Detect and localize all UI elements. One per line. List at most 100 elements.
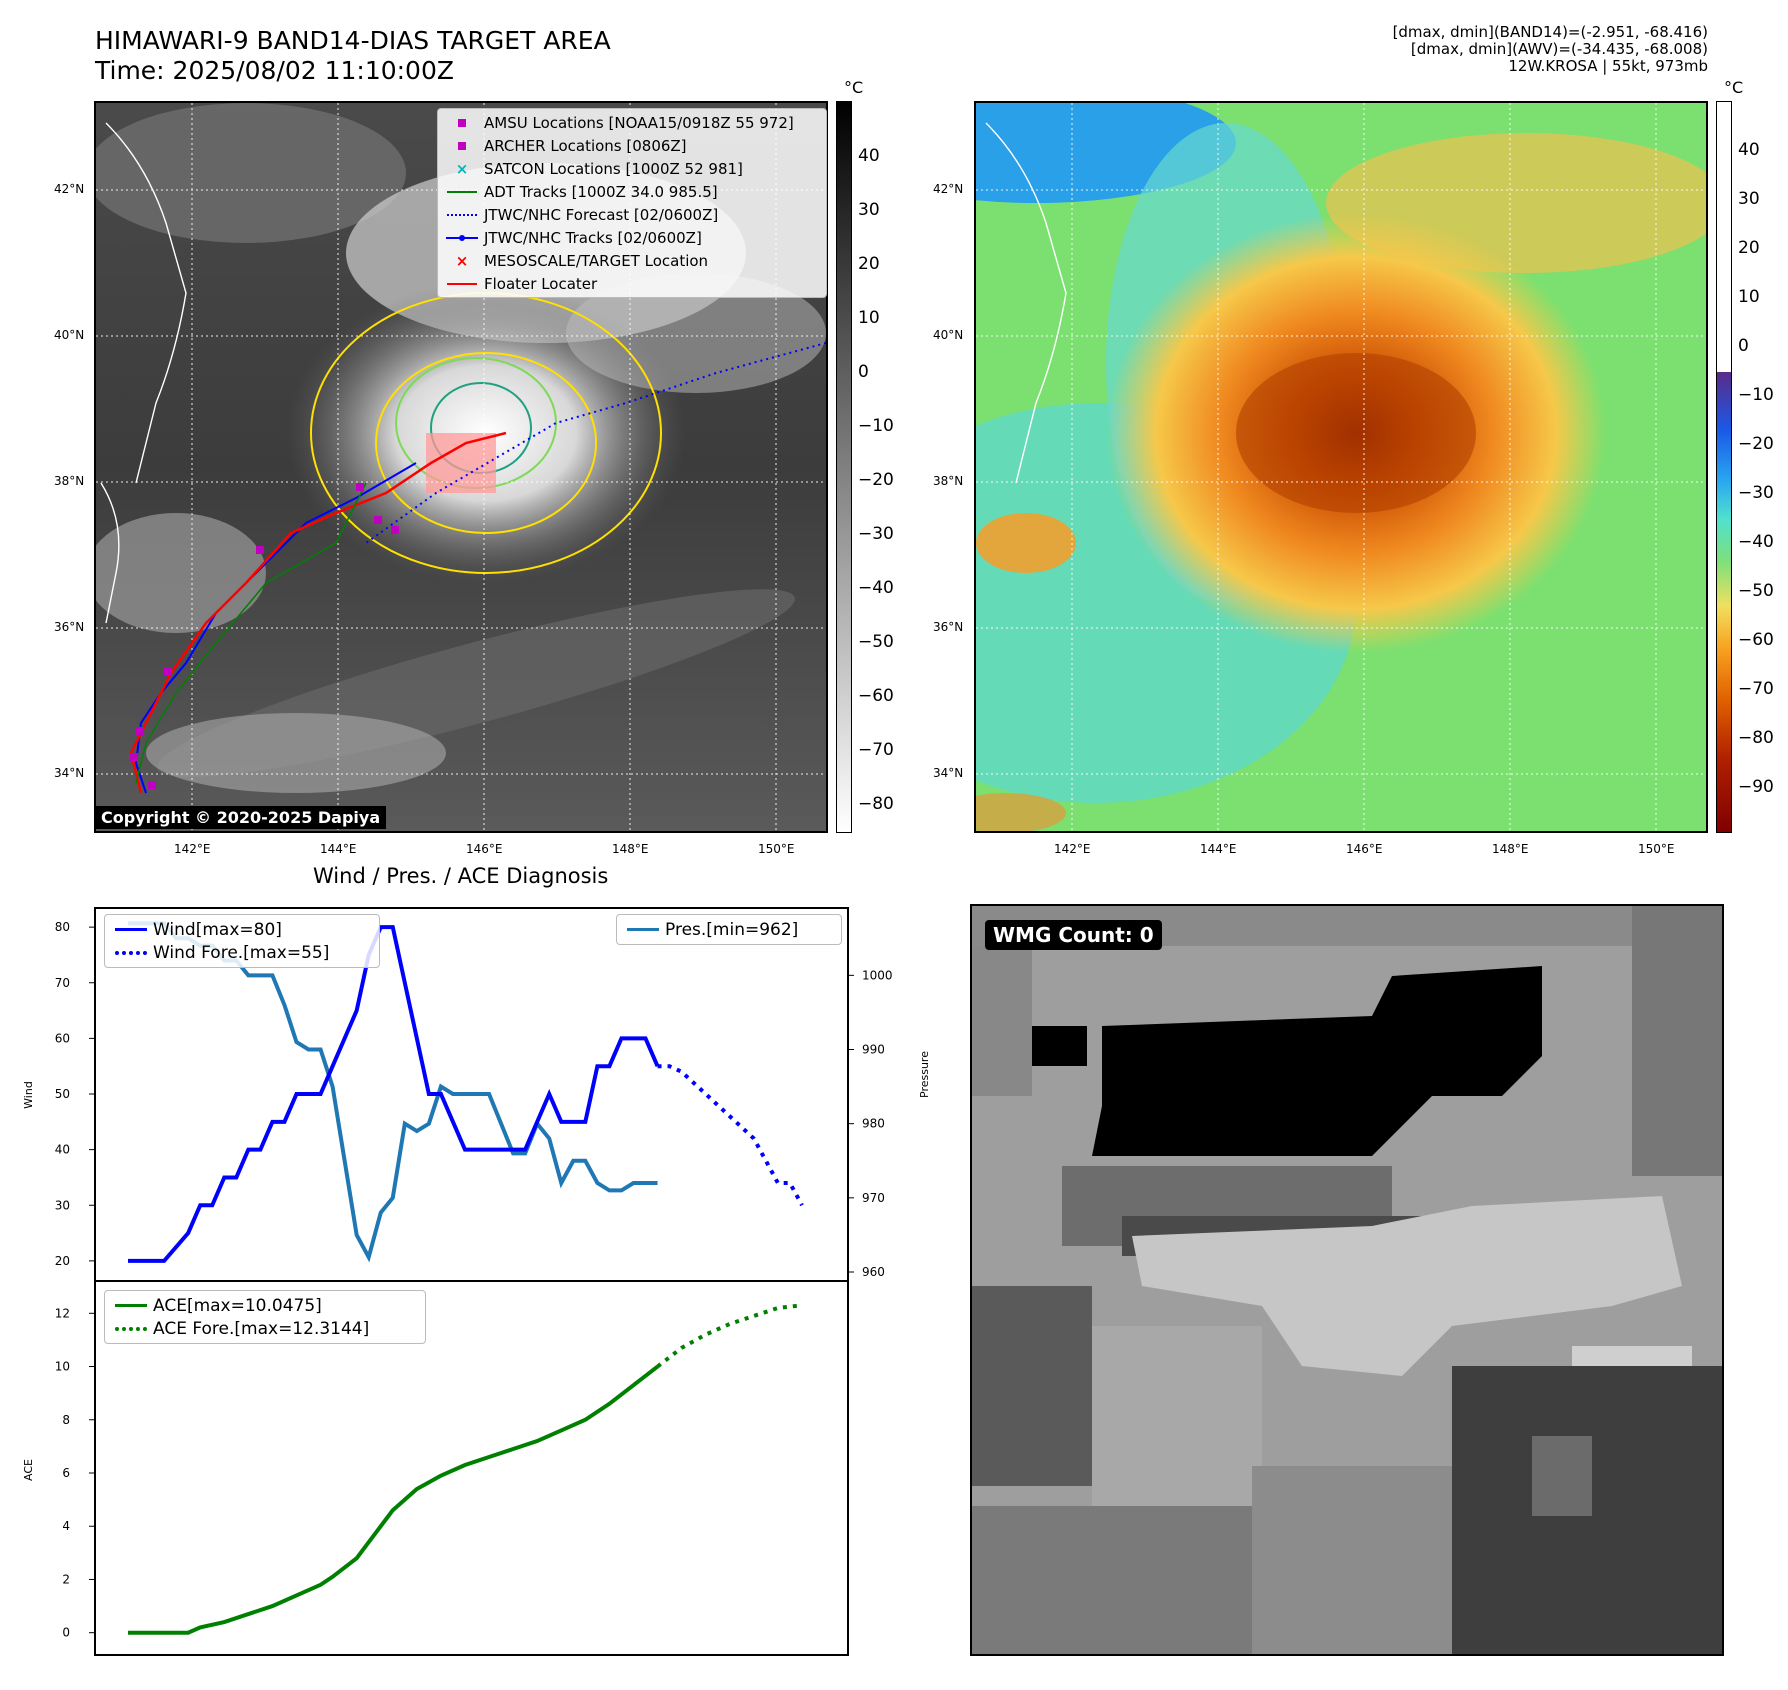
awv-map-image — [976, 103, 1706, 831]
lat-label-40-right: 40°N — [933, 328, 964, 342]
colorbar-color-tick: 30 — [1738, 189, 1760, 209]
colorbar-color-tick: −30 — [1738, 483, 1774, 503]
pressure-tick-label: 970 — [862, 1191, 885, 1205]
storm-info: [dmax, dmin](BAND14)=(-2.951, -68.416) [… — [1393, 24, 1708, 75]
square-marker-icon — [440, 118, 484, 127]
wmg-count-badge: WMG Count: 0 — [985, 920, 1162, 950]
legend-archer: ARCHER Locations [0806Z] — [440, 134, 824, 157]
colorbar-color-tick: 40 — [1738, 140, 1760, 160]
ace-line — [128, 1364, 659, 1635]
colorbar-color-tick: −40 — [1738, 532, 1774, 552]
colorbar-gray-tick: 40 — [858, 146, 880, 166]
colorbar-color-unit: °C — [1724, 78, 1744, 97]
legend-label: Floater Locater — [484, 274, 598, 293]
legend-ace-forecast: ACE Fore.[max=12.3144] — [109, 1317, 421, 1340]
colorbar-gray-tick: −20 — [858, 470, 894, 490]
legend-label: ACE[max=10.0475] — [153, 1295, 322, 1316]
legend-label: JTWC/NHC Forecast [02/0600Z] — [484, 205, 719, 224]
lon-label-148-right: 148°E — [1492, 842, 1529, 856]
diagnosis-title: Wind / Pres. / ACE Diagnosis — [313, 864, 609, 888]
lat-label-38-right: 38°N — [933, 474, 964, 488]
colorbar-gray-tick: 30 — [858, 200, 880, 220]
wind-tick-label: 40 — [55, 1143, 70, 1157]
legend-floater: Floater Locater — [440, 272, 824, 295]
dotted-line-icon — [109, 950, 153, 955]
colorbar-color-tick: −50 — [1738, 581, 1774, 601]
diagnosis-chart: 20 30 40 50 60 70 80 960 970 980 990 1000 0 2 4 6 8 10 12… — [22, 907, 893, 1656]
awv-color-map — [974, 101, 1708, 833]
ace-tick-label: 0 — [62, 1626, 70, 1640]
colorbar-grayscale — [836, 101, 852, 833]
colorbar-awv — [1716, 101, 1732, 833]
pressure-legend: Pres.[min=962] — [616, 914, 842, 945]
legend-amsu: AMSU Locations [NOAA15/0918Z 55 972] — [440, 111, 824, 134]
pressure-tick-label: 990 — [862, 1043, 885, 1057]
x-marker-icon: × — [455, 251, 469, 270]
colorbar-color-tick: −60 — [1738, 630, 1774, 650]
lon-label-150-right: 150°E — [1638, 842, 1675, 856]
wmg-image — [972, 906, 1722, 1654]
title-line-2: Time: 2025/08/02 11:10:00Z — [95, 56, 454, 85]
legend-label: Wind Fore.[max=55] — [153, 942, 330, 963]
ace-tick-label: 8 — [62, 1413, 70, 1427]
wind-tick-label: 30 — [55, 1198, 70, 1212]
colorbar-gray-tick: −50 — [858, 632, 894, 652]
legend-label: ARCHER Locations [0806Z] — [484, 136, 687, 155]
wind-forecast-line — [657, 1064, 804, 1207]
lat-label-40: 40°N — [54, 328, 85, 342]
pressure-tick-label: 1000 — [862, 968, 893, 982]
square-marker-icon — [440, 141, 484, 150]
legend-wind: Wind[max=80] — [109, 918, 375, 941]
figure-title: HIMAWARI-9 BAND14-DIAS TARGET AREA Time:… — [95, 26, 611, 86]
colorbar-gray-tick: 0 — [858, 362, 869, 382]
pressure-axis-label: Pressure — [918, 1051, 931, 1098]
wind-axis-label: Wind — [22, 1081, 35, 1109]
info-line-1: [dmax, dmin](BAND14)=(-2.951, -68.416) — [1392, 23, 1708, 41]
line-icon — [109, 928, 153, 931]
line-icon — [109, 1304, 153, 1307]
line-icon — [440, 190, 484, 193]
lon-label-148: 148°E — [612, 842, 649, 856]
ace-tick-label: 10 — [55, 1360, 70, 1374]
wind-tick-label: 70 — [55, 976, 70, 990]
colorbar-gray-tick: −60 — [858, 686, 894, 706]
line-icon — [621, 928, 665, 931]
lat-label-38: 38°N — [54, 474, 85, 488]
legend-ace: ACE[max=10.0475] — [109, 1294, 421, 1317]
copyright-badge: Copyright © 2020-2025 Dapiya — [95, 806, 387, 829]
legend-label: AMSU Locations [NOAA15/0918Z 55 972] — [484, 113, 794, 132]
legend-pressure: Pres.[min=962] — [621, 918, 837, 941]
colorbar-gray-unit: °C — [844, 78, 864, 97]
legend-label: Pres.[min=962] — [665, 919, 799, 940]
colorbar-color-tick: 0 — [1738, 336, 1749, 356]
legend-label: MESOSCALE/TARGET Location — [484, 251, 709, 270]
wmg-panel — [970, 904, 1724, 1656]
lat-label-34: 34°N — [54, 766, 85, 780]
ace-axis-label: ACE — [22, 1459, 35, 1481]
title-line-1: HIMAWARI-9 BAND14-DIAS TARGET AREA — [95, 26, 611, 55]
info-line-3: 12W.KROSA | 55kt, 973mb — [1508, 57, 1708, 75]
line-dot-icon — [440, 234, 484, 242]
legend-target: × MESOSCALE/TARGET Location — [440, 249, 824, 272]
info-line-2: [dmax, dmin](AWV)=(-34.435, -68.008) — [1410, 40, 1708, 58]
wind-line — [128, 925, 660, 1263]
ace-tick-label: 2 — [62, 1572, 70, 1586]
lat-label-34-right: 34°N — [933, 766, 964, 780]
legend-forecast: JTWC/NHC Forecast [02/0600Z] — [440, 203, 824, 226]
legend-tracks: JTWC/NHC Tracks [02/0600Z] — [440, 226, 824, 249]
ace-tick-label: 6 — [62, 1466, 70, 1480]
dotted-line-icon — [440, 213, 484, 216]
line-icon — [440, 282, 484, 285]
colorbar-color-tick: −20 — [1738, 434, 1774, 454]
colorbar-color-tick: −70 — [1738, 679, 1774, 699]
lat-label-42: 42°N — [54, 182, 85, 196]
lon-label-150: 150°E — [758, 842, 795, 856]
lon-label-146-right: 146°E — [1346, 842, 1383, 856]
legend-adt: ADT Tracks [1000Z 34.0 985.5] — [440, 180, 824, 203]
lat-label-36-right: 36°N — [933, 620, 964, 634]
legend-label: ADT Tracks [1000Z 34.0 985.5] — [484, 182, 718, 201]
colorbar-color-tick: −10 — [1738, 385, 1774, 405]
legend-satcon: × SATCON Locations [1000Z 52 981] — [440, 157, 824, 180]
lon-label-142: 142°E — [174, 842, 211, 856]
colorbar-gray-tick: 20 — [858, 254, 880, 274]
